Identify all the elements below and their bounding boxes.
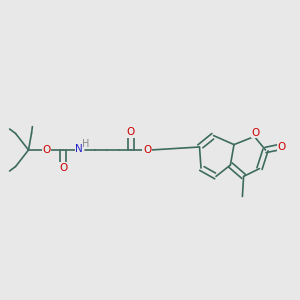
Text: O: O xyxy=(277,142,286,152)
Text: H: H xyxy=(82,139,90,149)
Text: O: O xyxy=(143,145,151,155)
Text: O: O xyxy=(42,145,51,155)
Text: N: N xyxy=(75,144,83,154)
Text: O: O xyxy=(252,128,260,138)
Text: O: O xyxy=(143,145,151,155)
Text: O: O xyxy=(126,127,135,137)
Text: O: O xyxy=(59,163,67,173)
